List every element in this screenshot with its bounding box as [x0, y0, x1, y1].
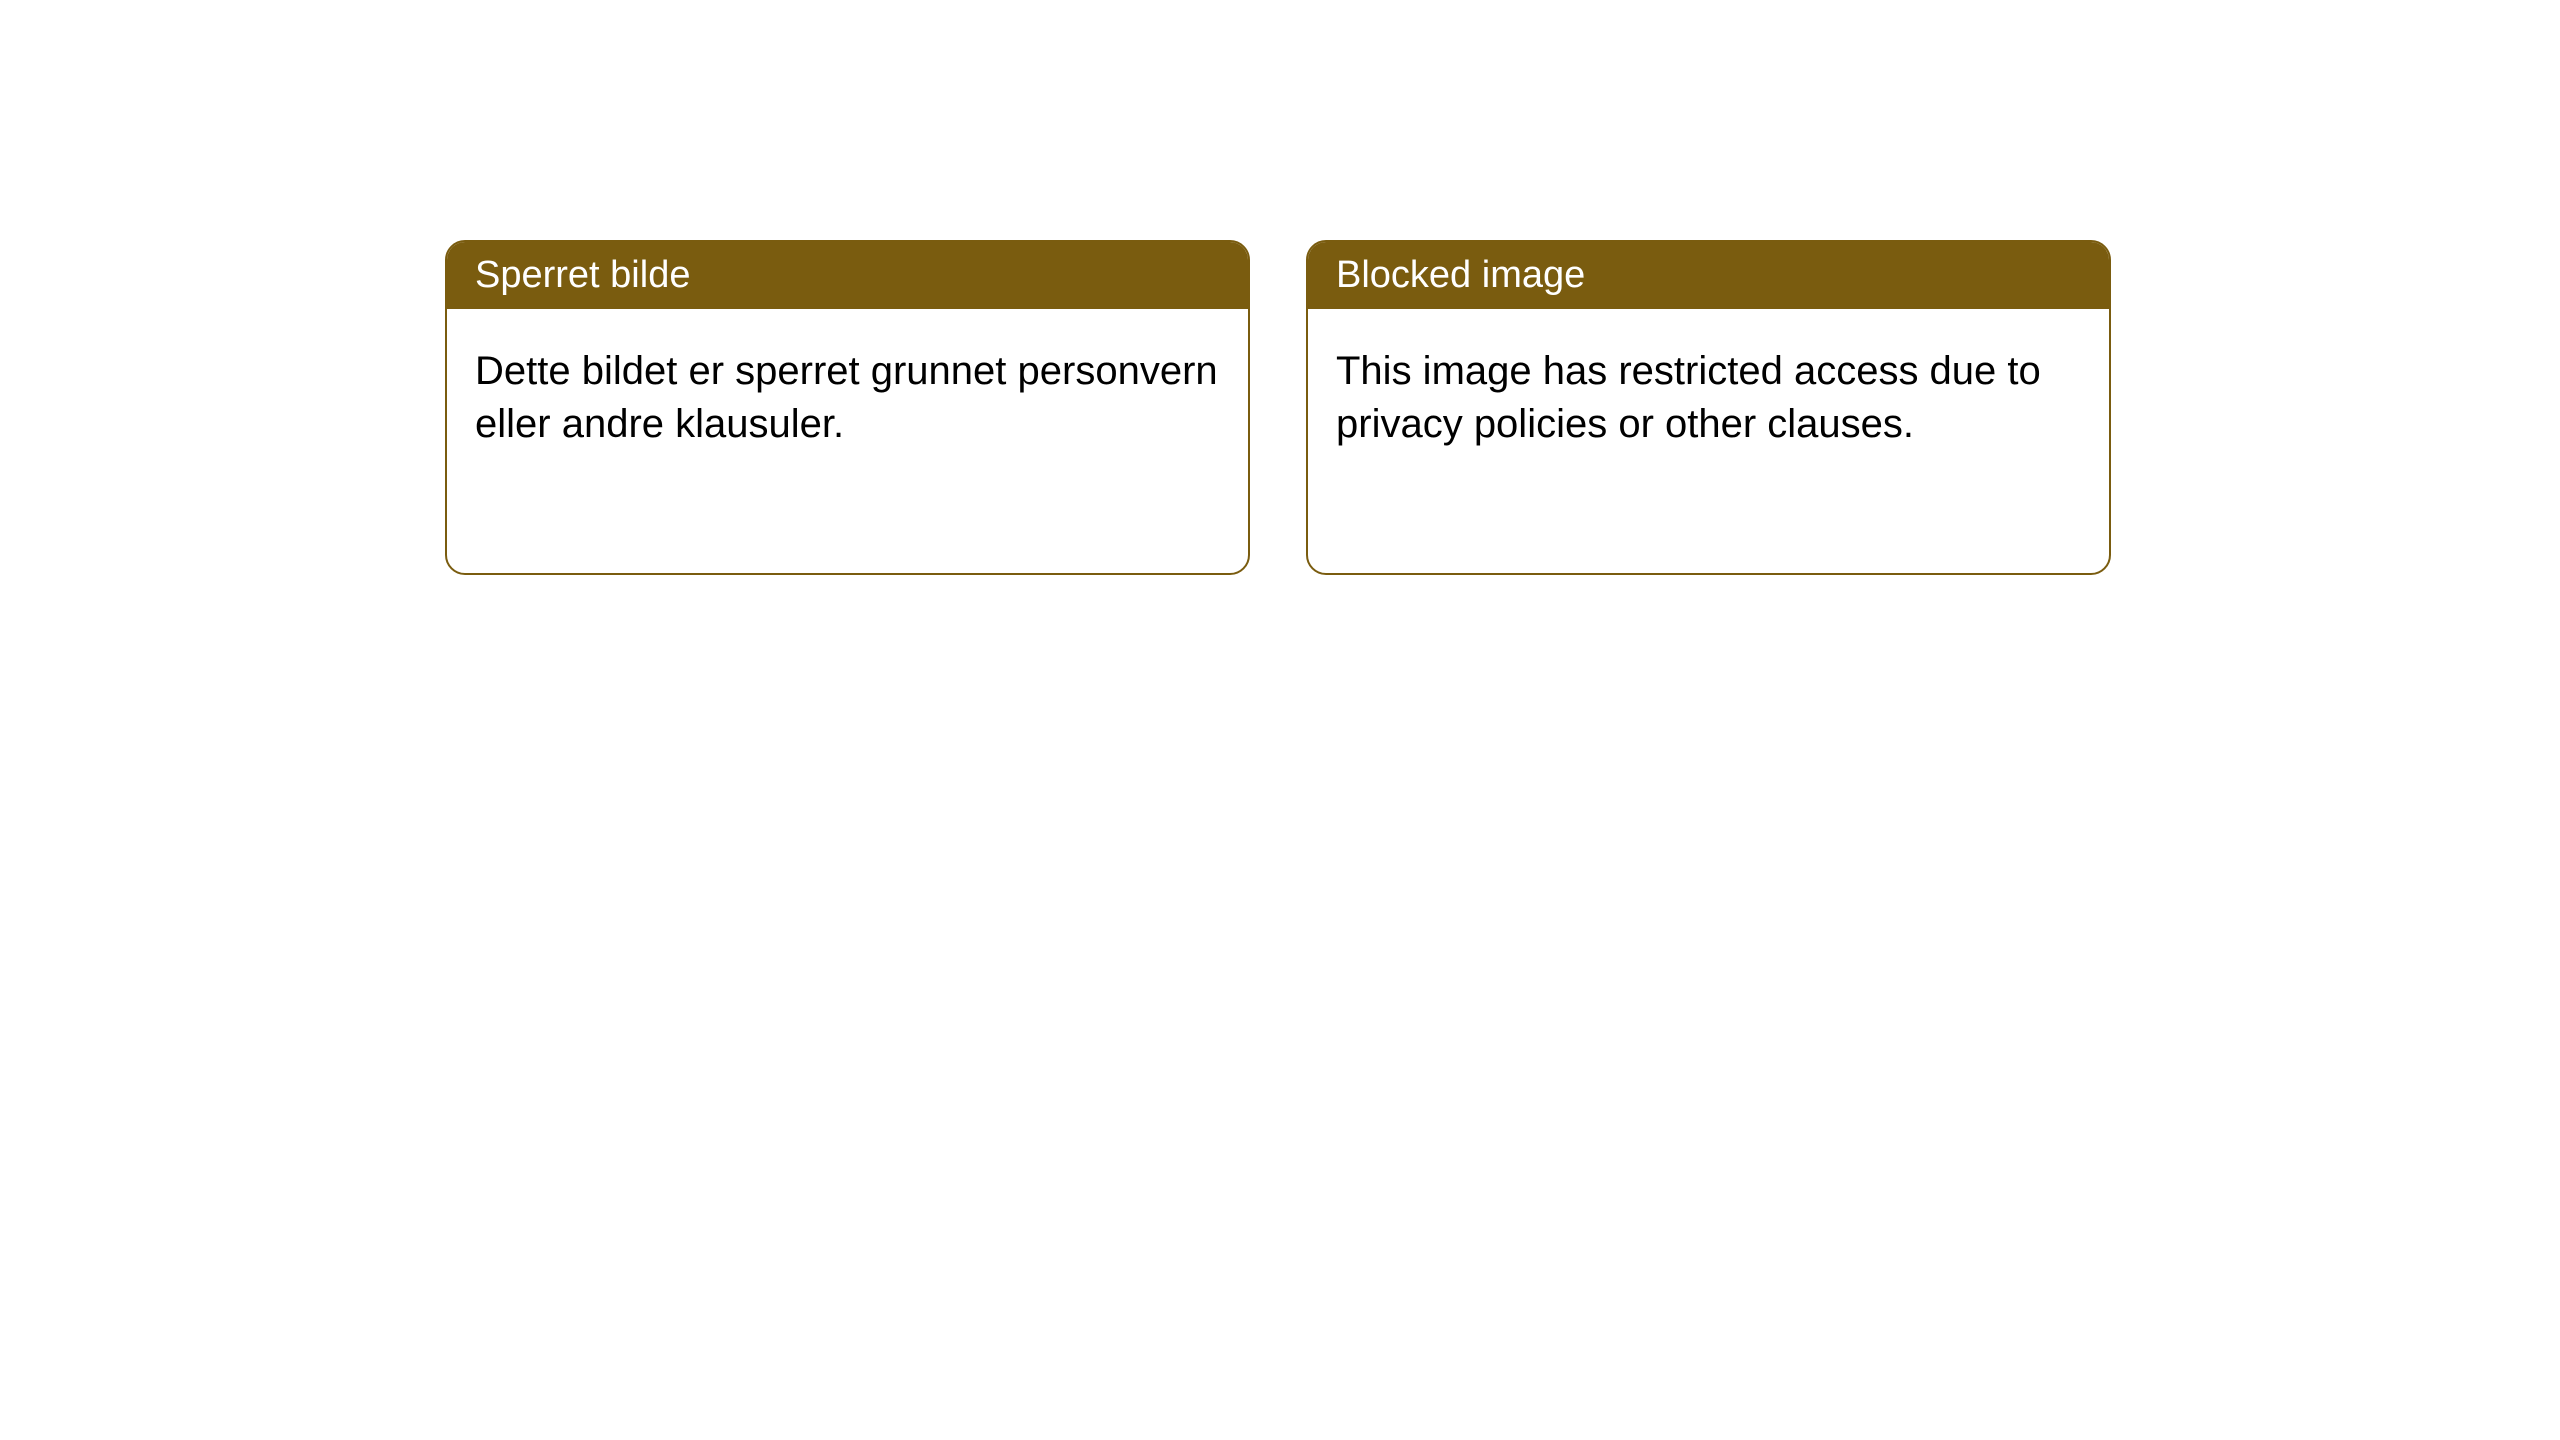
notice-body-text: This image has restricted access due to … — [1336, 349, 2041, 446]
notice-header: Sperret bilde — [447, 242, 1248, 309]
notice-body: Dette bildet er sperret grunnet personve… — [447, 309, 1248, 487]
notice-card-english: Blocked image This image has restricted … — [1306, 240, 2111, 575]
notice-body: This image has restricted access due to … — [1308, 309, 2109, 487]
notice-title: Sperret bilde — [475, 254, 690, 296]
notice-card-norwegian: Sperret bilde Dette bildet er sperret gr… — [445, 240, 1250, 575]
notice-header: Blocked image — [1308, 242, 2109, 309]
notice-title: Blocked image — [1336, 254, 1585, 296]
notice-body-text: Dette bildet er sperret grunnet personve… — [475, 349, 1218, 446]
notice-container: Sperret bilde Dette bildet er sperret gr… — [0, 0, 2560, 575]
